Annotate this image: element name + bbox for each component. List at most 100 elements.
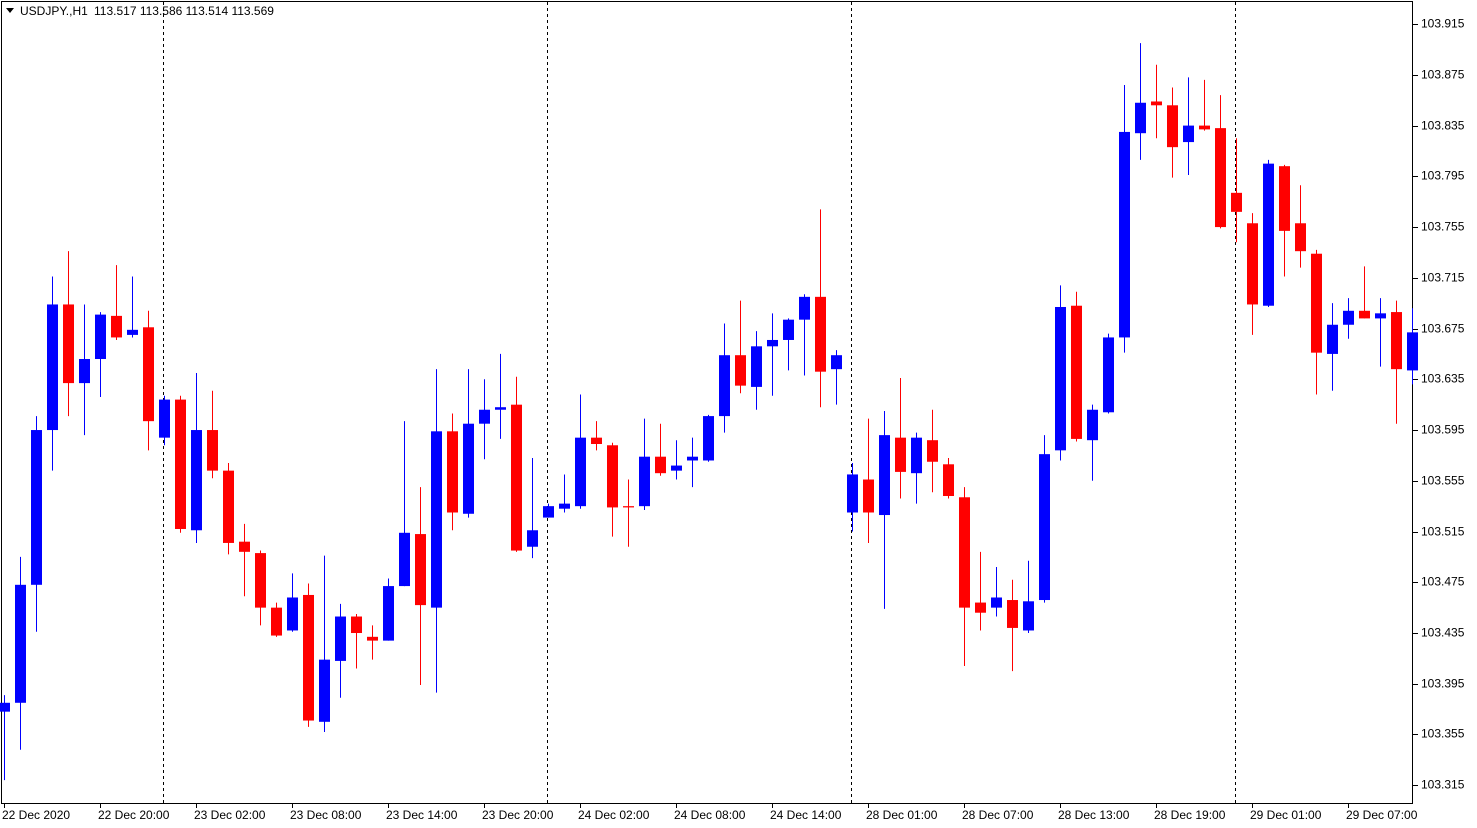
candle-body (975, 602, 986, 613)
candle-body (399, 532, 410, 587)
x-tick-label: 29 Dec 01:00 (1250, 808, 1322, 822)
candle-body (1327, 324, 1338, 354)
candle-body (735, 355, 746, 386)
candle-body (719, 355, 730, 417)
candle-body (159, 399, 170, 438)
y-tick-label: 103.675 (1421, 322, 1465, 336)
candle-body (431, 431, 442, 608)
candle-body (175, 399, 186, 529)
candle-body (799, 296, 810, 320)
x-tick-label: 29 Dec 07:00 (1346, 808, 1418, 822)
candle-body (415, 534, 426, 606)
candle-body (527, 530, 538, 547)
candle-body (1071, 305, 1082, 439)
candle-body (783, 319, 794, 340)
candle-body (1103, 337, 1114, 413)
candle-body (367, 636, 378, 641)
candle-body (1167, 105, 1178, 148)
y-tick-label: 103.835 (1421, 119, 1465, 133)
x-tick-label: 24 Dec 02:00 (578, 808, 650, 822)
candle-body (271, 607, 282, 636)
x-tick-label: 23 Dec 02:00 (194, 808, 266, 822)
candle-body (1199, 125, 1210, 130)
candle-body (1231, 192, 1242, 212)
candle-body (1359, 310, 1370, 319)
period-separators (163, 2, 1236, 803)
candle-body (1135, 102, 1146, 134)
candle-body (255, 553, 266, 608)
x-tick-label: 28 Dec 01:00 (866, 808, 938, 822)
candle-body (1391, 312, 1402, 370)
candle-body (815, 296, 826, 372)
candle-body (495, 407, 506, 410)
x-tick-label: 22 Dec 2020 (2, 808, 70, 822)
candle-body (991, 597, 1002, 608)
candle-body (1215, 128, 1226, 228)
chart-title: USDJPY.,H1 (20, 4, 88, 18)
candle-body (207, 430, 218, 471)
candle-body (15, 584, 26, 703)
candle-body (287, 597, 298, 631)
candle-body (927, 440, 938, 462)
candle-body (0, 702, 10, 712)
candle-body (63, 304, 74, 384)
candle-body (703, 416, 714, 461)
candle-body (895, 437, 906, 472)
candle-body (639, 456, 650, 507)
candle-body (447, 431, 458, 513)
candle-body (655, 456, 666, 474)
candle-body (1087, 409, 1098, 441)
candle-body (1119, 131, 1130, 338)
candle-body (1279, 166, 1290, 231)
y-tick-label: 103.475 (1421, 575, 1465, 589)
x-tick-label: 22 Dec 20:00 (98, 808, 170, 822)
y-tick-label: 103.715 (1421, 271, 1465, 285)
candle-body (575, 437, 586, 507)
candle-body (911, 437, 922, 474)
x-tick-label: 24 Dec 14:00 (770, 808, 842, 822)
candle-body (847, 474, 858, 513)
y-tick-label: 103.555 (1421, 474, 1465, 488)
candle-body (143, 327, 154, 422)
candle-body (1311, 253, 1322, 353)
candle-body (543, 506, 554, 518)
y-tick-label: 103.875 (1421, 68, 1465, 82)
candle-body (127, 329, 138, 335)
x-tick-label: 24 Dec 08:00 (674, 808, 746, 822)
candle-body (1023, 601, 1034, 631)
y-tick-label: 103.755 (1421, 220, 1465, 234)
y-tick-label: 103.395 (1421, 677, 1465, 691)
candle-body (751, 346, 762, 387)
candle-body (79, 359, 90, 384)
candle-body (511, 404, 522, 551)
candle-body (463, 423, 474, 514)
candle-body (319, 659, 330, 722)
menu-triangle[interactable] (6, 8, 14, 13)
x-tick-label: 28 Dec 13:00 (1058, 808, 1130, 822)
candle-body (1055, 306, 1066, 451)
candle-body (1407, 332, 1418, 371)
chart-subtitle: 113.517 113.586 113.514 113.569 (94, 4, 274, 18)
candle-body (1263, 163, 1274, 306)
x-tick-label: 28 Dec 07:00 (962, 808, 1034, 822)
candle-body (1151, 101, 1162, 106)
candle-body (191, 430, 202, 531)
candle-body (47, 304, 58, 431)
candle-body (1039, 454, 1050, 601)
candle-body (223, 470, 234, 543)
candle-body (831, 355, 842, 370)
candle-body (767, 339, 778, 347)
y-tick-label: 103.795 (1421, 169, 1465, 183)
x-tick-label: 23 Dec 14:00 (386, 808, 458, 822)
candle-body (351, 616, 362, 634)
candle-body (383, 586, 394, 641)
candle-body (31, 430, 42, 585)
x-tick-label: 28 Dec 19:00 (1154, 808, 1226, 822)
candle-body (111, 315, 122, 338)
candle-body (303, 594, 314, 721)
candle-body (959, 497, 970, 608)
y-tick-label: 103.915 (1421, 17, 1465, 31)
y-tick-label: 103.635 (1421, 372, 1465, 386)
